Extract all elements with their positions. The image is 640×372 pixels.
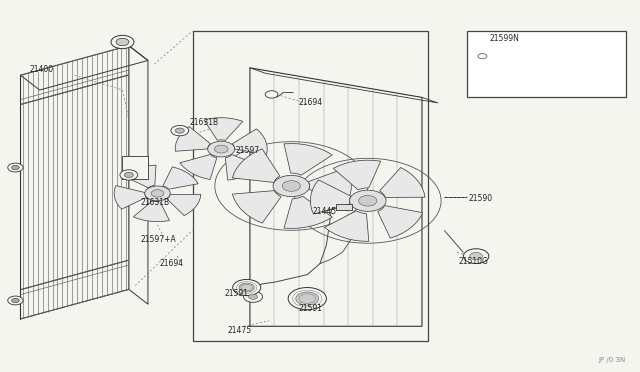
Circle shape	[282, 181, 300, 191]
Circle shape	[111, 35, 134, 49]
Polygon shape	[380, 167, 425, 198]
Circle shape	[470, 253, 483, 260]
Polygon shape	[310, 180, 351, 214]
Text: 21597: 21597	[236, 147, 260, 155]
Circle shape	[349, 190, 386, 211]
Circle shape	[175, 128, 184, 133]
Circle shape	[296, 292, 319, 305]
Circle shape	[8, 163, 23, 172]
Polygon shape	[114, 186, 147, 209]
Polygon shape	[324, 211, 369, 241]
Circle shape	[288, 288, 326, 310]
Text: 21475: 21475	[228, 326, 252, 335]
Polygon shape	[124, 165, 156, 188]
Circle shape	[116, 38, 129, 46]
Circle shape	[244, 291, 262, 302]
Polygon shape	[133, 201, 170, 222]
Bar	[336, 205, 352, 210]
Polygon shape	[225, 155, 260, 180]
Polygon shape	[308, 168, 351, 204]
Text: 21400: 21400	[29, 65, 54, 74]
Polygon shape	[180, 154, 217, 180]
Text: 21445: 21445	[312, 207, 337, 217]
Text: 21510G: 21510G	[459, 257, 489, 266]
Polygon shape	[204, 118, 243, 140]
Text: 21599N: 21599N	[490, 34, 520, 43]
Circle shape	[239, 283, 254, 292]
Circle shape	[145, 186, 170, 201]
Circle shape	[265, 91, 278, 98]
Circle shape	[358, 195, 377, 206]
Polygon shape	[232, 190, 281, 223]
Bar	[122, 157, 148, 179]
Text: JP /0 3N: JP /0 3N	[598, 357, 626, 363]
Circle shape	[8, 296, 23, 305]
Circle shape	[248, 294, 257, 299]
Polygon shape	[167, 195, 201, 216]
Circle shape	[208, 141, 235, 157]
Text: 21597+A: 21597+A	[140, 235, 176, 244]
Bar	[193, 31, 428, 341]
Circle shape	[233, 279, 260, 296]
Polygon shape	[232, 129, 268, 154]
Circle shape	[214, 145, 228, 153]
Text: 21591: 21591	[225, 289, 248, 298]
Circle shape	[151, 190, 164, 197]
Polygon shape	[284, 144, 332, 175]
Polygon shape	[284, 196, 332, 228]
Text: 21694: 21694	[299, 99, 323, 108]
Text: 21590: 21590	[468, 195, 493, 203]
Circle shape	[171, 125, 189, 136]
Text: 21694: 21694	[159, 259, 184, 269]
Circle shape	[120, 170, 138, 180]
Circle shape	[478, 54, 487, 59]
Bar	[467, 31, 626, 97]
Circle shape	[463, 249, 489, 263]
Text: 21631B: 21631B	[189, 118, 218, 127]
Text: 21591: 21591	[299, 304, 323, 313]
Polygon shape	[175, 126, 211, 151]
Circle shape	[124, 172, 133, 177]
Polygon shape	[163, 167, 198, 189]
Polygon shape	[333, 160, 381, 190]
Circle shape	[12, 298, 19, 303]
Polygon shape	[232, 149, 280, 182]
Circle shape	[273, 176, 310, 196]
Polygon shape	[378, 206, 423, 238]
Text: 21631B: 21631B	[140, 198, 170, 207]
Circle shape	[12, 165, 19, 170]
